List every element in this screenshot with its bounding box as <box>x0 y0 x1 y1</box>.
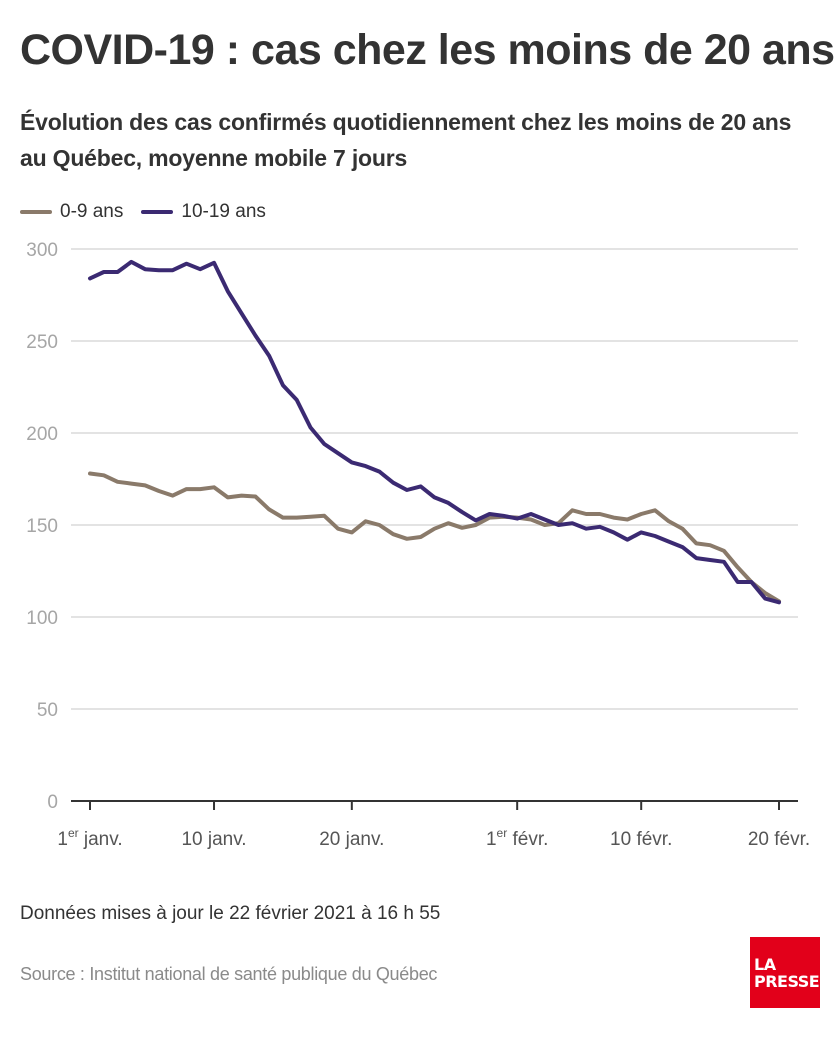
y-tick-label: 0 <box>47 792 58 813</box>
y-tick-label: 250 <box>26 332 58 353</box>
y-tick-label: 50 <box>37 700 58 721</box>
y-tick-label: 150 <box>26 516 58 537</box>
la-presse-logo: LA PRESSE <box>750 937 820 1008</box>
line-chart: 0 50 100 150 200 250 300 1er janv. 10 janv. 20 j… <box>26 240 810 850</box>
legend-item-0-9: 0-9 ans <box>20 201 123 223</box>
series-line-0-9 <box>88 471 781 604</box>
gridlines <box>71 248 798 710</box>
source-note: Source : Institut national de santé publ… <box>20 964 438 984</box>
x-tick-label: 10 févr. <box>610 829 672 850</box>
logo-line-2: PRESSE <box>754 971 820 991</box>
legend-swatch-10-19 <box>141 210 174 214</box>
x-axis: 1er janv. 10 janv. 20 janv. 1er févr. 10 fév… <box>57 800 810 850</box>
legend-label-10-19: 10-19 ans <box>181 201 266 222</box>
y-tick-label: 200 <box>26 424 58 445</box>
x-tick-label: 10 janv. <box>181 829 246 850</box>
legend-swatch-0-9 <box>20 210 52 214</box>
legend: 0-9 ans 10-19 ans <box>20 200 284 224</box>
x-tick-label: 1er févr. <box>486 826 548 850</box>
chart-subtitle: Évolution des cas confirmés quotidiennem… <box>20 109 792 171</box>
series-lines <box>88 259 781 605</box>
y-axis-ticks: 0 50 100 150 200 250 300 <box>26 240 58 813</box>
update-note: Données mises à jour le 22 février 2021 … <box>20 903 441 924</box>
y-tick-label: 300 <box>26 240 58 261</box>
legend-label-0-9: 0-9 ans <box>60 201 124 222</box>
series-line-10-19 <box>88 259 781 605</box>
legend-item-10-19: 10-19 ans <box>141 201 266 223</box>
x-tick-label: 20 janv. <box>319 829 384 850</box>
chart-title: COVID-19 : cas chez les moins de 20 ans <box>20 26 835 74</box>
x-tick-label: 1er janv. <box>57 826 122 850</box>
y-tick-label: 100 <box>26 608 58 629</box>
logo-line-1: LA <box>754 954 776 974</box>
x-tick-label: 20 févr. <box>748 829 810 850</box>
